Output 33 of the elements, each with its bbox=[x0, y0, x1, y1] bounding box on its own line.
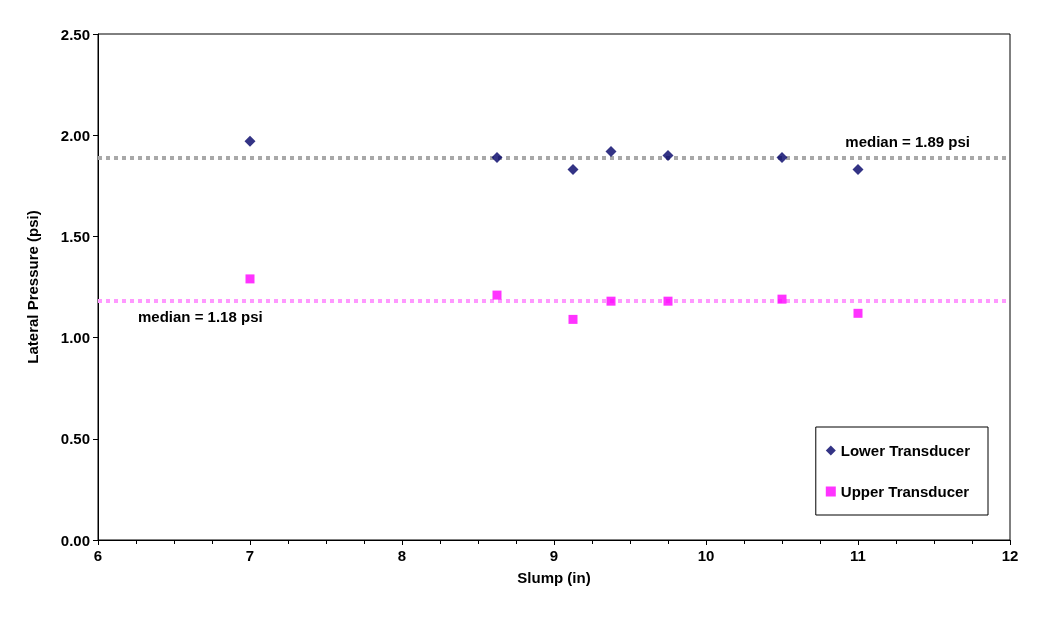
point bbox=[491, 151, 503, 163]
y-tick-label: 2.00 bbox=[60, 126, 90, 144]
ref-line-label: median = 1.89 psi bbox=[845, 133, 970, 151]
point bbox=[776, 151, 788, 163]
point bbox=[567, 164, 579, 176]
x-tick-label: 12 bbox=[1001, 547, 1019, 564]
point bbox=[605, 145, 617, 157]
x-tick-label: 11 bbox=[850, 547, 866, 564]
point bbox=[245, 274, 255, 284]
point bbox=[492, 290, 502, 300]
point bbox=[662, 149, 674, 161]
x-tick-label: 6 bbox=[93, 547, 103, 564]
point bbox=[244, 135, 256, 147]
y-tick-label: 1.00 bbox=[60, 329, 90, 347]
x-tick-label: 10 bbox=[697, 547, 715, 564]
x-tick-label: 9 bbox=[549, 547, 559, 564]
x-tick-label: 7 bbox=[245, 547, 255, 564]
y-tick-label: 1.50 bbox=[60, 227, 90, 245]
point bbox=[777, 294, 787, 304]
y-axis-title: Lateral Pressure (psi) bbox=[24, 210, 41, 364]
point bbox=[852, 164, 864, 176]
point bbox=[853, 308, 863, 318]
point bbox=[606, 296, 616, 306]
y-tick-label: 0.50 bbox=[60, 430, 90, 448]
legend-label: Upper Transducer bbox=[840, 483, 970, 500]
y-tick-label: 2.50 bbox=[60, 25, 90, 43]
ref-line-label: median = 1.18 psi bbox=[138, 308, 263, 326]
point bbox=[568, 314, 578, 324]
x-tick-label: 8 bbox=[397, 547, 407, 564]
x-axis-title: Slump (in) bbox=[517, 569, 591, 586]
y-tick-label: 0.00 bbox=[60, 531, 90, 549]
point bbox=[663, 296, 673, 306]
legend-label: Lower Transducer bbox=[840, 442, 971, 459]
